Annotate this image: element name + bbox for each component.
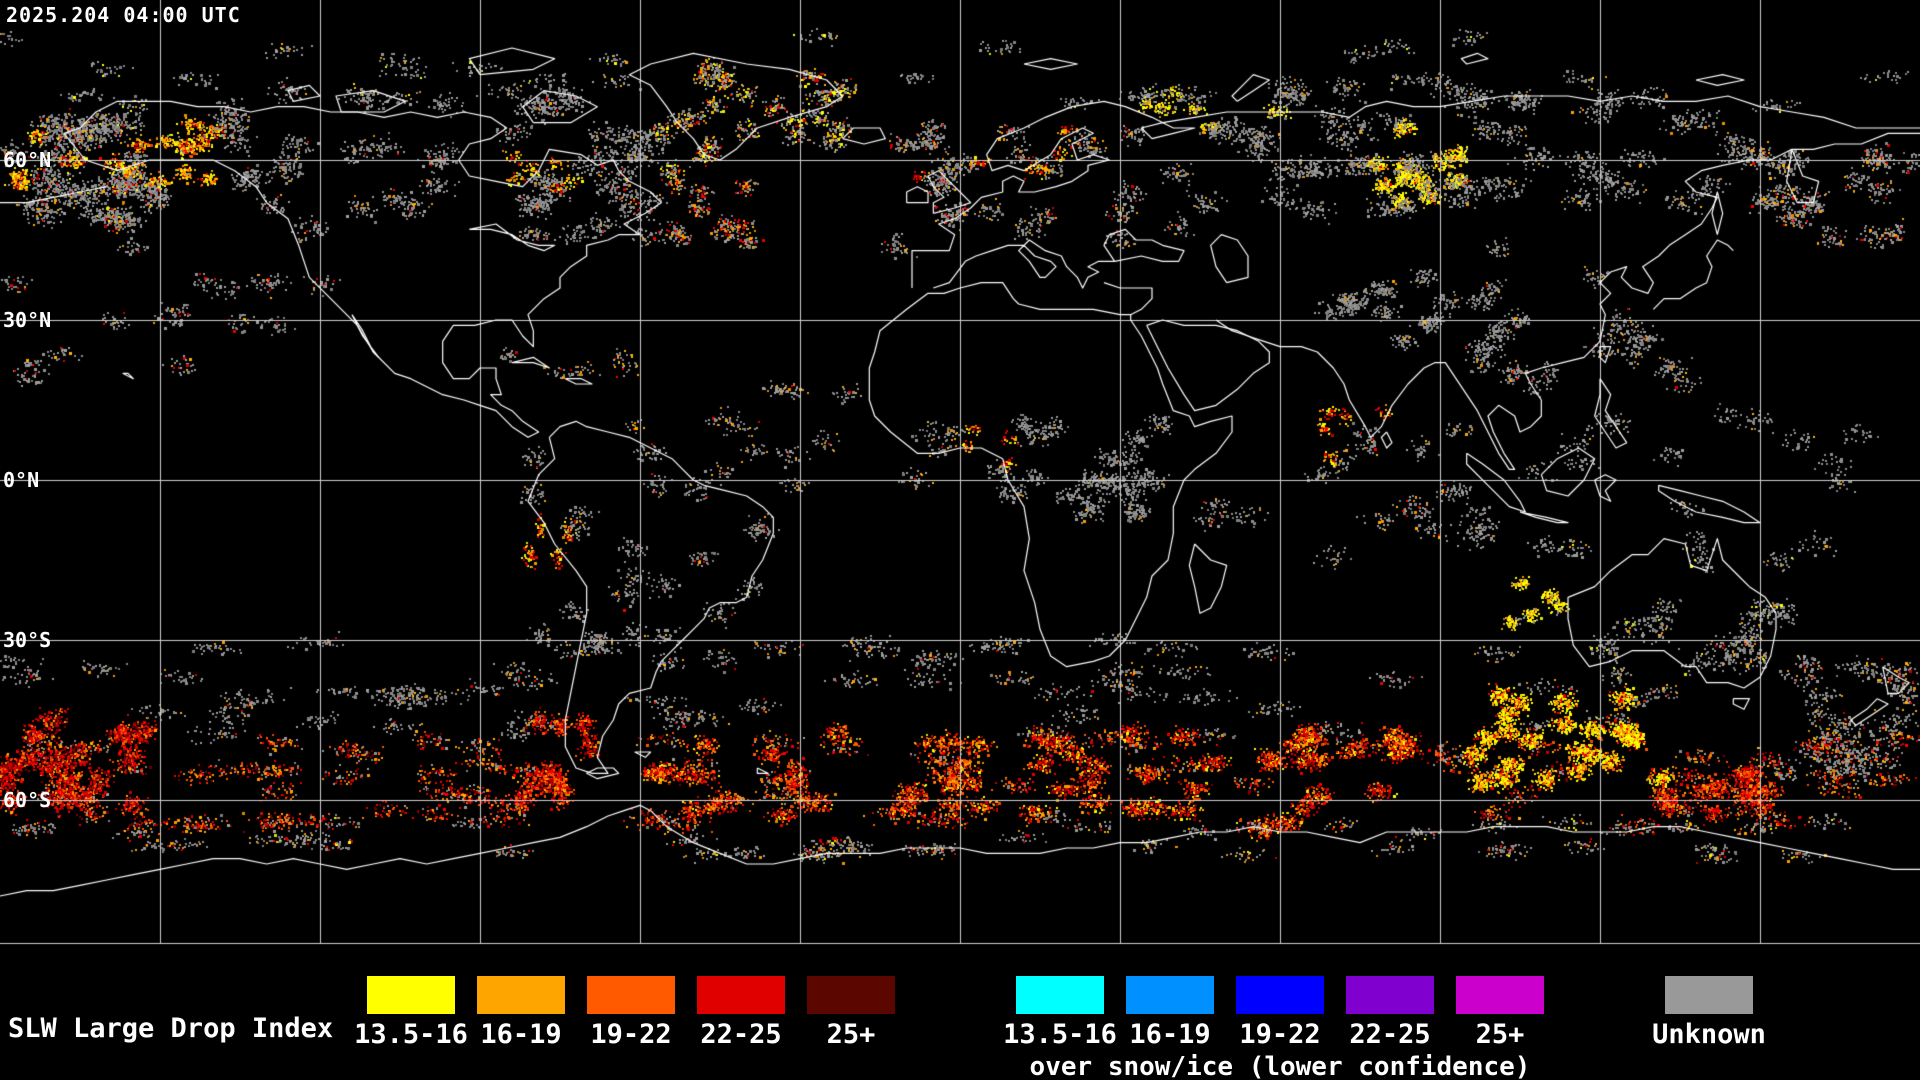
lat-label: 60°S	[3, 788, 52, 812]
legend-group-unknown: Unknown	[1652, 976, 1766, 1050]
legend-swatch	[1126, 976, 1214, 1014]
legend-entry-label: 19-22	[1239, 1019, 1321, 1050]
legend-swatch	[1016, 976, 1104, 1014]
legend-entry: 13.5-16	[354, 976, 468, 1050]
legend-entry: Unknown	[1652, 976, 1766, 1050]
legend-swatch	[587, 976, 675, 1014]
world-map-canvas	[0, 0, 1920, 960]
legend-swatch	[1665, 976, 1753, 1014]
legend-entry: 16-19	[477, 976, 565, 1050]
legend-entry: 19-22	[1236, 976, 1324, 1050]
legend-entry-label: 16-19	[1129, 1019, 1211, 1050]
legend-entry: 22-25	[697, 976, 785, 1050]
legend-title: SLW Large Drop Index	[8, 1013, 334, 1044]
legend-entry-label: 19-22	[590, 1019, 672, 1050]
legend-entry: 19-22	[587, 976, 675, 1050]
legend-swatch	[807, 976, 895, 1014]
legend-group-primary: 13.5-16 16-19 19-22 22-25 25+	[354, 976, 895, 1050]
legend-swatch	[697, 976, 785, 1014]
legend-swatch	[1456, 976, 1544, 1014]
legend-entry: 22-25	[1346, 976, 1434, 1050]
legend-entry-label: 25+	[826, 1019, 876, 1050]
legend-entry: 25+	[1456, 976, 1544, 1050]
legend-entry-label: Unknown	[1652, 1019, 1766, 1050]
legend-entry-label: 22-25	[700, 1019, 782, 1050]
lat-label: 30°N	[3, 308, 52, 332]
legend-swatch	[477, 976, 565, 1014]
legend-entry-label: 13.5-16	[1003, 1019, 1117, 1050]
legend-entry-label: 25+	[1475, 1019, 1525, 1050]
timestamp: 2025.204 04:00 UTC	[6, 3, 241, 27]
lat-label: 30°S	[3, 628, 52, 652]
legend-entry-label: 22-25	[1349, 1019, 1431, 1050]
legend-swatch	[367, 976, 455, 1014]
legend-snow-ice-caption: over snow/ice (lower confidence)	[1029, 1052, 1531, 1080]
lat-label: 0°N	[3, 468, 40, 492]
legend-group-snow-ice: 13.5-16 16-19 19-22 22-25 25+	[1003, 976, 1544, 1050]
legend-entry: 13.5-16	[1003, 976, 1117, 1050]
legend-entry-label: 16-19	[480, 1019, 562, 1050]
legend-swatch	[1236, 976, 1324, 1014]
legend-swatch	[1346, 976, 1434, 1014]
legend-entry-label: 13.5-16	[354, 1019, 468, 1050]
legend-entry: 25+	[807, 976, 895, 1050]
legend-bar: SLW Large Drop Index 13.5-16 16-19 19-22 22…	[0, 960, 1920, 1080]
legend-entry: 16-19	[1126, 976, 1214, 1050]
lat-label: 60°N	[3, 148, 52, 172]
